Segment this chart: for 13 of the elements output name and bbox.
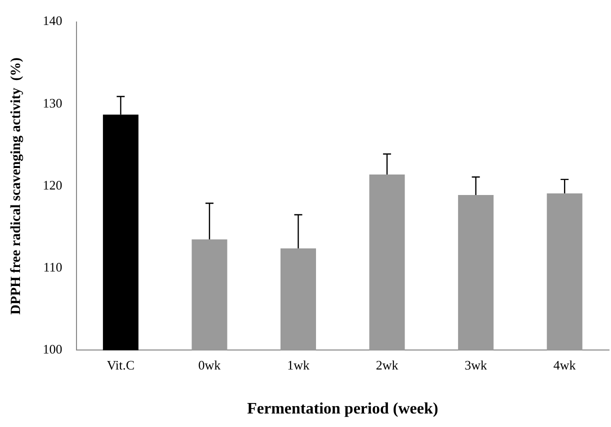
y-tick-label: 140: [42, 13, 62, 28]
x-tick-label: Vit.C: [106, 357, 135, 372]
y-tick-label: 110: [43, 260, 62, 275]
x-tick-label: 4wk: [553, 357, 576, 372]
y-tick-label: 130: [42, 95, 62, 110]
x-tick-label: 0wk: [198, 357, 222, 372]
y-tick-label: 100: [42, 342, 62, 357]
x-tick-label: 1wk: [287, 357, 310, 372]
x-tick-label: 2wk: [376, 357, 399, 372]
y-tick-label: 120: [42, 177, 62, 192]
y-axis-title: DPPH free radical scavenging activity (%): [9, 57, 24, 315]
x-tick-label: 3wk: [464, 357, 488, 372]
x-axis-title: Fermentation period (week): [247, 400, 438, 418]
